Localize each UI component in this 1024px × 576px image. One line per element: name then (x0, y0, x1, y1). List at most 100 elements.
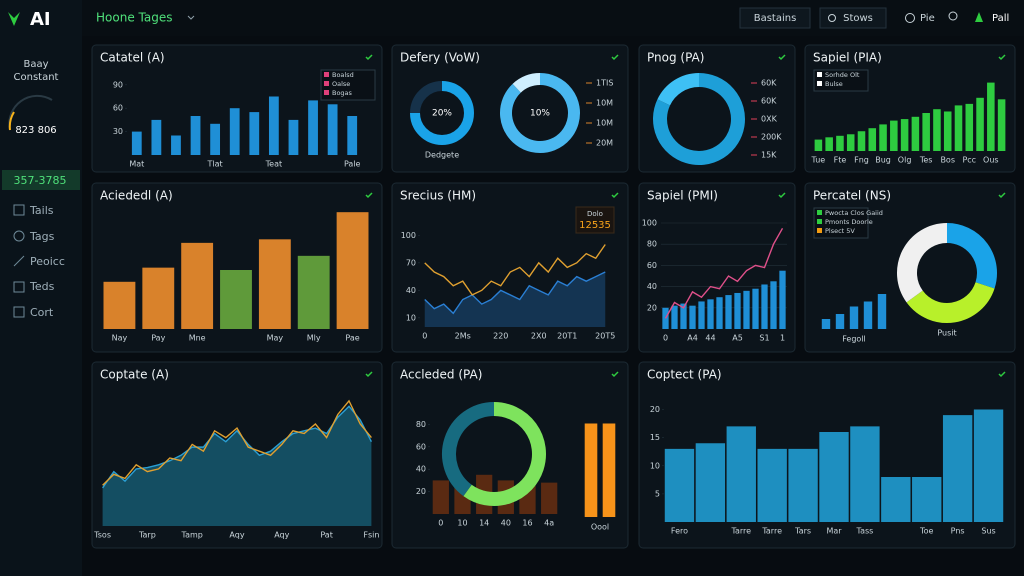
legend-label: Boalsd (332, 71, 354, 79)
donut-segment (410, 81, 474, 145)
bar (849, 306, 859, 329)
bar (922, 113, 930, 151)
x-tick-label: Ous (983, 156, 999, 165)
donut-segment (463, 402, 546, 506)
x-tick-label: Tes (919, 156, 933, 165)
x-tick-label: A5 (732, 334, 743, 343)
donut-segment (897, 223, 948, 303)
x-tick-label: 4a (544, 519, 554, 528)
nav-item[interactable]: Tags (29, 230, 55, 243)
button-label: Stows (843, 13, 873, 24)
side-label: 10M (596, 99, 613, 108)
x-tick-label: Pae (345, 334, 359, 343)
panel-title: Pnog (PA) (647, 51, 704, 65)
panel-title: Srecius (HM) (400, 189, 476, 203)
y-tick-label: 10 (650, 461, 660, 470)
bar (836, 135, 844, 151)
legend (813, 207, 869, 239)
bar (689, 305, 696, 329)
button-icon (828, 14, 836, 22)
bar (821, 319, 831, 329)
x-tick-label: Tsos (93, 531, 111, 540)
x-tick-label: Tlat (207, 160, 223, 169)
x-tick-label: Tarp (138, 531, 156, 540)
y-tick-label: 60 (647, 261, 657, 270)
icon (975, 12, 983, 22)
legend-swatch (324, 90, 329, 95)
panel-title: Aciededl (A) (100, 189, 173, 203)
bar (680, 303, 687, 329)
x-tick-label: Pns (951, 527, 965, 536)
check-icon (998, 54, 1006, 61)
side-label: 10M (596, 119, 613, 128)
y-tick-label: 20 (650, 405, 660, 414)
bar (432, 480, 449, 514)
nav-item[interactable]: Cort (30, 306, 54, 319)
sidebar-title: Constant (14, 72, 59, 83)
sidebar-title: Baay (23, 59, 48, 70)
search-icon[interactable] (948, 11, 958, 21)
link[interactable]: Pall (992, 13, 1009, 24)
link[interactable]: Pie (920, 13, 935, 24)
tooltip-value: 12535 (579, 220, 611, 231)
bar (877, 294, 887, 329)
line (664, 227, 784, 319)
panel-title: Coptect (PA) (647, 368, 722, 382)
donut-segment (512, 73, 541, 93)
x-tick-label: Tarre (761, 527, 782, 536)
bar (142, 267, 175, 329)
x-tick-label: Mne (189, 334, 206, 343)
bar (943, 111, 952, 151)
y-tick-label: 15 (650, 433, 660, 442)
y-tick-label: 80 (647, 240, 657, 249)
legend-label: Bogas (332, 89, 353, 97)
x-tick-label: Pat (320, 531, 333, 540)
bar (868, 128, 877, 151)
panel (391, 361, 629, 549)
x-tick-label: Fsin (363, 531, 379, 540)
y-tick-label: 10 (406, 313, 416, 322)
x-tick-label: Tars (794, 527, 811, 536)
donut-segment (657, 73, 700, 106)
nav-item[interactable]: Tails (29, 204, 54, 217)
page-title[interactable]: Hoone Tages (96, 11, 172, 25)
button[interactable] (739, 7, 811, 29)
donut-center: 20% (432, 109, 452, 119)
area (102, 406, 372, 526)
bar (151, 119, 162, 155)
x-tick-label: 2X0 (531, 332, 547, 341)
bar (171, 135, 181, 155)
nav-item[interactable]: Peoicc (30, 255, 65, 268)
bar (297, 255, 330, 329)
x-tick-label: Tue (811, 156, 826, 165)
bar (890, 120, 898, 151)
bar (190, 116, 201, 155)
y-tick-label: 100 (642, 219, 657, 228)
x-tick-label: Teat (265, 160, 283, 169)
x-tick-label: 0 (663, 334, 668, 343)
check-icon (778, 192, 786, 199)
gauge (8, 111, 15, 131)
x-tick-label: Bug (875, 156, 891, 165)
nav-item[interactable]: Teds (29, 280, 55, 293)
bar (664, 448, 695, 522)
bar (327, 104, 338, 155)
logo-icon (8, 12, 20, 26)
x-tick-label: Fero (671, 527, 688, 536)
x-tick-label: Pale (344, 160, 361, 169)
legend-label: Bulse (825, 80, 843, 88)
bar (268, 96, 279, 155)
bar (220, 270, 252, 329)
bar (863, 301, 873, 329)
x-tick-label: Mat (129, 160, 144, 169)
x-tick-label: Tamp (181, 531, 203, 540)
bar (954, 105, 963, 151)
chevron (187, 15, 195, 20)
check-icon (365, 54, 373, 61)
legend-swatch (817, 228, 822, 233)
bar (707, 299, 714, 329)
tooltip-title: Dolo (587, 210, 603, 218)
panel-title: Accleded (PA) (400, 368, 482, 382)
button[interactable] (819, 7, 887, 29)
check-icon (998, 371, 1006, 378)
